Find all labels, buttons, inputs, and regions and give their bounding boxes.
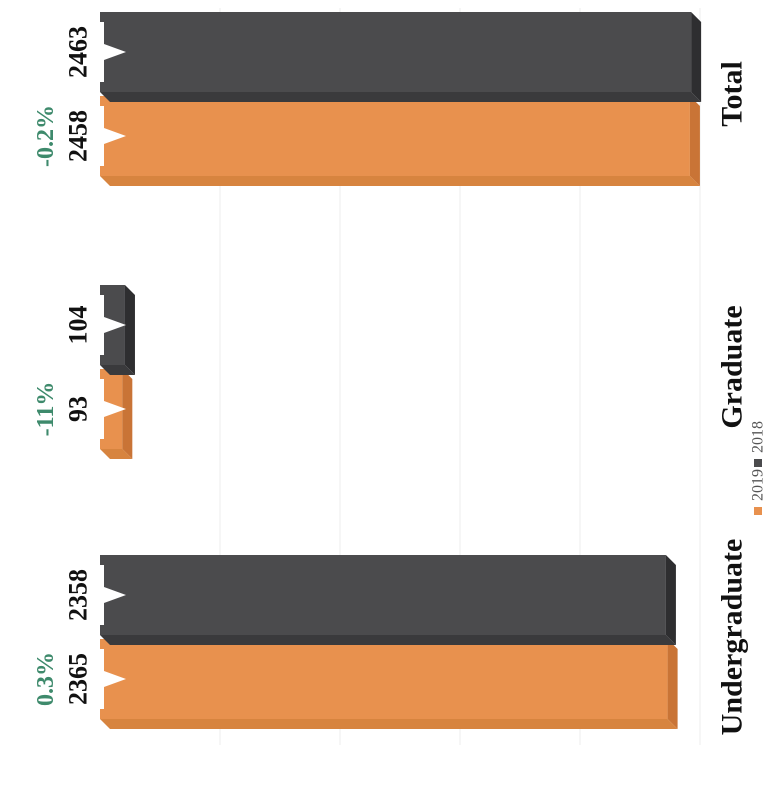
category-label-undergraduate: Undergraduate (716, 539, 749, 736)
legend-swatch-2018 (754, 459, 762, 467)
change-label-total: -0.2% (33, 105, 59, 167)
bar-total-2019 (100, 96, 690, 176)
value-callout (60, 295, 126, 355)
bar-shade (100, 449, 133, 459)
chart-bars (100, 12, 702, 729)
value-callout (60, 379, 126, 439)
value-label-total-2018: 2463 (64, 26, 93, 78)
value-callout (60, 106, 126, 166)
value-callout (60, 649, 126, 709)
value-label-undergraduate-2018: 2358 (64, 569, 93, 621)
bar-shade (100, 92, 702, 102)
bar-side (691, 12, 702, 102)
value-label-total-2019: 2458 (64, 110, 93, 162)
bar-side (665, 555, 676, 645)
value-label-graduate-2018: 104 (64, 306, 93, 345)
category-label-total: Total (716, 61, 749, 127)
bar-side (122, 369, 133, 459)
legend-label-2019: 2019 (750, 469, 767, 501)
chart-legend: 2019 2018 (750, 421, 767, 515)
legend-swatch-2019 (754, 507, 762, 515)
change-label-graduate: -11% (33, 382, 59, 437)
change-label-undergraduate: 0.3% (33, 652, 59, 706)
value-label-graduate-2019: 93 (64, 396, 93, 422)
bar-shade (100, 176, 700, 186)
bar-shade (100, 719, 678, 729)
category-label-graduate: Graduate (716, 305, 749, 428)
chart-labels: 2365 2358 0.3% Undergraduate 93 104 -11% Gradua… (33, 22, 749, 735)
legend-label-2018: 2018 (750, 421, 767, 453)
bar-shade (100, 635, 676, 645)
value-label-undergraduate-2019: 2365 (64, 653, 93, 705)
bar-total-2018 (100, 12, 692, 92)
bar-side (689, 96, 700, 186)
bar-undergraduate-2018 (100, 555, 666, 635)
bar-shade (100, 365, 135, 375)
bar-undergraduate-2019 (100, 639, 668, 719)
value-callout (60, 22, 126, 82)
value-callout (60, 565, 126, 625)
bar-side (124, 285, 135, 375)
bar-side (667, 639, 678, 729)
